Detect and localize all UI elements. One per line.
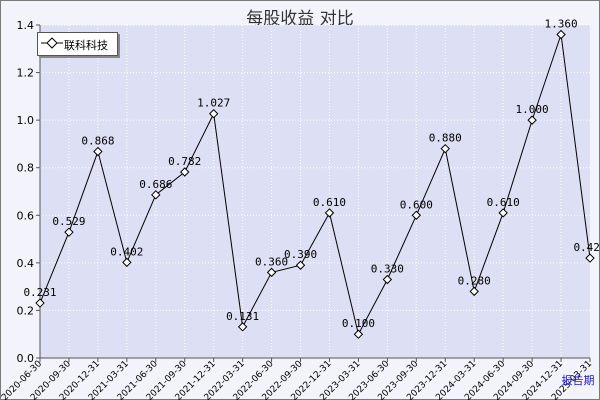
data-label: 0.686 (139, 178, 172, 191)
data-label: 0.131 (226, 310, 259, 323)
y-tick-label: 0.4 (17, 257, 35, 270)
data-point (35, 298, 45, 308)
legend-diamond-icon (41, 37, 63, 49)
chart-title: 每股收益 对比 (246, 9, 354, 29)
data-label: 0.600 (400, 198, 433, 211)
y-tick-label: 0.6 (17, 209, 35, 222)
data-point (411, 210, 422, 220)
data-label: 0.782 (168, 155, 201, 168)
series-line (39, 34, 591, 336)
data-point (208, 109, 219, 119)
y-tick-label: 0.8 (17, 162, 35, 175)
y-tick-label: 1.2 (17, 67, 35, 80)
data-label: 0.390 (284, 248, 317, 261)
data-label: 1.027 (197, 97, 230, 110)
data-point (382, 274, 393, 285)
legend-label: 联科科技 (64, 39, 108, 52)
y-tick-label: 1.4 (17, 19, 35, 32)
y-tick-label: 0.0 (17, 352, 35, 365)
data-label: 0.880 (429, 132, 462, 145)
data-label: 0.330 (371, 263, 404, 276)
data-label: 0.420 (573, 241, 600, 254)
data-label: 1.000 (516, 103, 549, 116)
data-point (498, 208, 508, 218)
data-point (93, 146, 103, 157)
data-label: 0.402 (110, 245, 143, 258)
data-point (527, 115, 537, 125)
data-point (353, 329, 364, 339)
data-point (122, 257, 132, 268)
data-point (151, 190, 161, 200)
data-label: 0.100 (342, 317, 375, 330)
data-label: 1.360 (544, 18, 577, 31)
data-point (64, 227, 74, 237)
data-label: 0.610 (487, 196, 520, 209)
data-point (585, 253, 595, 263)
data-label: 0.610 (313, 196, 346, 209)
data-point (266, 267, 277, 278)
y-tick-label: 1.0 (17, 114, 35, 127)
data-label: 0.529 (52, 215, 85, 228)
data-point (180, 167, 190, 177)
data-point (295, 260, 306, 270)
data-label: 0.868 (81, 135, 114, 148)
chart-legend: 联科科技 (37, 32, 118, 56)
data-label: 0.360 (255, 255, 288, 268)
data-label: 0.280 (458, 274, 491, 287)
data-point (440, 143, 450, 154)
data-point (469, 286, 479, 297)
data-label: 0.231 (23, 286, 56, 299)
data-point (237, 322, 248, 332)
plot-area (40, 25, 590, 358)
data-point (556, 29, 566, 40)
x-axis-end-label: 报告期 (562, 373, 595, 387)
data-point (324, 208, 335, 218)
y-tick-label: 0.2 (17, 304, 35, 317)
